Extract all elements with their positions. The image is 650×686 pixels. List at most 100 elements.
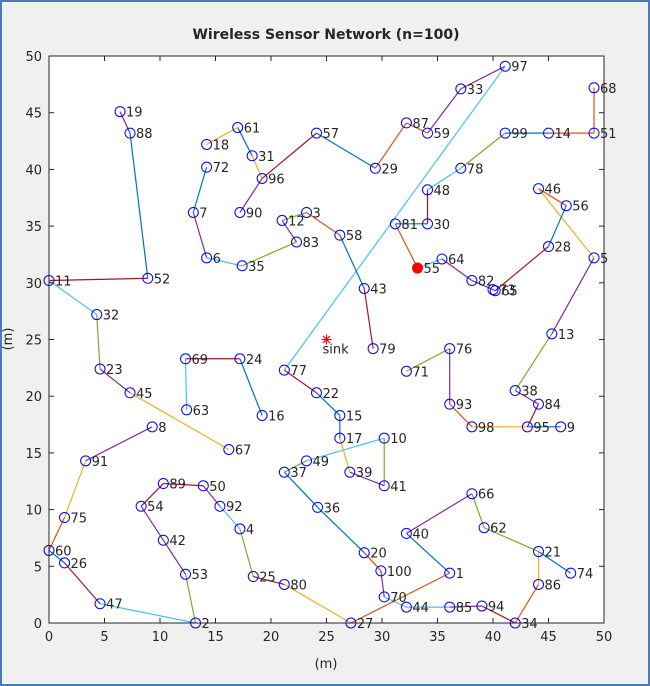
node-label: 33 (467, 83, 484, 98)
node (444, 567, 456, 579)
node-label: 20 (370, 547, 387, 562)
node-label: 82 (478, 275, 495, 290)
node-label: 25 (259, 571, 276, 586)
node-label: 18 (213, 138, 230, 153)
edge (192, 212, 208, 259)
edge (494, 246, 549, 292)
node-label: 59 (434, 127, 451, 142)
x-axis-label: (m) (315, 657, 338, 672)
edge (538, 188, 595, 259)
edge (317, 506, 365, 554)
node-label: 56 (572, 200, 589, 215)
node-label: 52 (154, 272, 171, 287)
node-label: 27 (357, 617, 374, 632)
node (124, 127, 136, 139)
edge (383, 596, 407, 608)
node (232, 121, 244, 133)
node-label: 47 (106, 598, 123, 613)
node (389, 218, 401, 230)
node (187, 206, 199, 218)
edge (239, 178, 263, 213)
edge (129, 133, 149, 279)
node-label: 100 (387, 565, 412, 580)
edge (48, 549, 65, 564)
node-label: 53 (192, 568, 209, 583)
edge (96, 314, 101, 370)
node (476, 600, 488, 612)
node (588, 252, 600, 264)
node-label: 97 (511, 60, 528, 75)
node (487, 284, 499, 296)
edge (547, 205, 567, 247)
node-label: 49 (313, 455, 330, 470)
node (135, 500, 147, 512)
node-label: 67 (235, 443, 252, 458)
node-label: 38 (521, 385, 538, 400)
edge (514, 584, 540, 624)
edge (85, 426, 153, 462)
node-label: 31 (258, 150, 275, 165)
node-label: 8 (158, 421, 166, 436)
node (546, 328, 558, 340)
node (334, 432, 346, 444)
node-label: 40 (412, 527, 429, 542)
y-tick-label: 20 (25, 390, 42, 405)
edge (363, 552, 382, 572)
edge (140, 505, 164, 541)
node (234, 523, 246, 535)
node (358, 547, 370, 559)
node (543, 127, 554, 139)
node-label: 37 (290, 466, 307, 481)
node (214, 500, 226, 512)
node (236, 260, 248, 272)
node-label: 17 (346, 432, 363, 447)
y-tick-label: 35 (25, 220, 42, 235)
edge (184, 358, 188, 410)
node (197, 480, 209, 492)
node (180, 568, 192, 580)
node-label: 79 (379, 343, 396, 358)
node (311, 387, 323, 399)
node-label: 89 (169, 478, 186, 493)
edge (406, 493, 473, 534)
node-label: 26 (71, 557, 88, 572)
x-tick-label: 0 (45, 630, 53, 645)
x-tick-label: 45 (540, 630, 557, 645)
x-tick-label: 50 (596, 630, 613, 645)
node-label: 48 (434, 184, 451, 199)
node-label: 60 (55, 544, 72, 559)
node (334, 409, 346, 421)
edge (471, 493, 485, 528)
edge (99, 368, 131, 394)
node-label: 84 (545, 398, 562, 413)
node (247, 571, 259, 583)
node (543, 241, 554, 253)
node-label: 1 (456, 567, 464, 582)
node (301, 206, 313, 218)
edge (251, 155, 263, 179)
node-label: 71 (412, 365, 429, 380)
node-label: 3 (313, 206, 321, 221)
x-tick-label: 10 (152, 630, 169, 645)
node (94, 598, 106, 610)
edge (551, 257, 595, 335)
node-label: 46 (545, 183, 562, 198)
node (422, 127, 434, 139)
edge (48, 277, 148, 282)
edge (64, 562, 101, 605)
edge (206, 126, 238, 145)
x-tick-label: 25 (318, 630, 335, 645)
node-label: 22 (323, 387, 340, 402)
node (444, 343, 456, 355)
node (311, 127, 323, 139)
edge (129, 392, 230, 451)
node (588, 82, 600, 94)
node-label: 61 (244, 121, 261, 136)
node-label: 96 (268, 172, 285, 187)
edge (514, 333, 553, 391)
edge (206, 257, 243, 267)
edge (283, 369, 317, 394)
edge (481, 605, 516, 624)
node (256, 409, 268, 421)
